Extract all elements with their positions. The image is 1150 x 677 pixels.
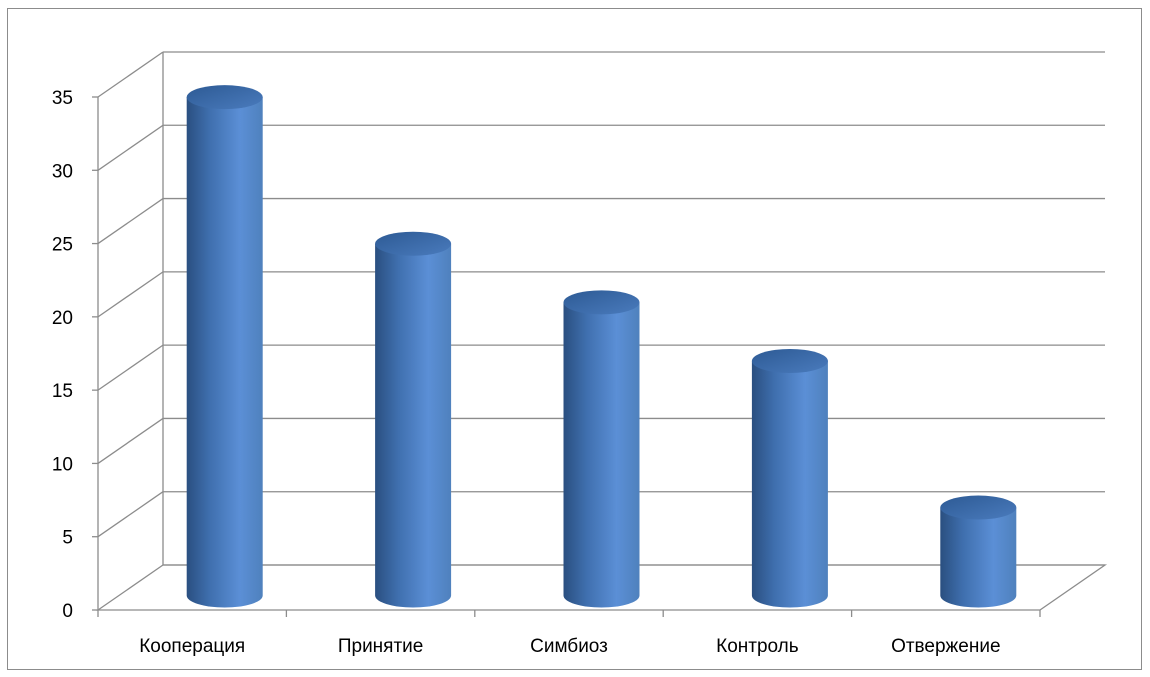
bar bbox=[563, 290, 640, 608]
axes bbox=[92, 52, 1108, 617]
bars bbox=[186, 85, 1017, 608]
x-category-label: Принятие bbox=[338, 636, 424, 657]
gridline-side bbox=[97, 344, 164, 391]
x-tick-labels: Кооперация Принятие Симбиоз Контроль Отверже… bbox=[139, 636, 1000, 657]
y-tick-label: 15 bbox=[52, 381, 73, 402]
gridline-side bbox=[97, 51, 164, 98]
x-category-label: Симбиоз bbox=[530, 636, 608, 657]
bar-body bbox=[186, 97, 263, 608]
bar-top bbox=[186, 85, 263, 110]
bar-body bbox=[940, 507, 1017, 608]
bar-body bbox=[375, 243, 452, 608]
gridline-side bbox=[97, 417, 164, 464]
floor bbox=[95, 564, 1108, 611]
y-tick-label: 25 bbox=[52, 235, 73, 256]
bar-body bbox=[751, 360, 828, 608]
y-tick-labels: 0 5 10 15 20 25 30 35 bbox=[52, 88, 73, 622]
bar bbox=[375, 231, 452, 608]
gridline-side bbox=[97, 491, 164, 538]
bar-top bbox=[751, 348, 828, 373]
bar bbox=[186, 85, 263, 608]
bar bbox=[751, 348, 828, 608]
x-category-label: Отвержение bbox=[891, 636, 1000, 657]
bar-top bbox=[940, 495, 1017, 520]
bar bbox=[940, 495, 1017, 608]
x-category-label: Контроль bbox=[716, 636, 799, 657]
bar-top bbox=[563, 290, 640, 315]
bar-body bbox=[563, 302, 640, 608]
y-tick-label: 10 bbox=[52, 454, 73, 475]
y-tick-label: 0 bbox=[62, 601, 73, 622]
bar-top bbox=[375, 231, 452, 256]
gridline-side bbox=[97, 271, 164, 318]
x-category-label: Кооперация bbox=[139, 636, 245, 657]
y-tick-label: 30 bbox=[52, 161, 73, 182]
y-tick-label: 20 bbox=[52, 308, 73, 329]
y-tick-label: 35 bbox=[52, 88, 73, 109]
gridline-side bbox=[97, 124, 164, 171]
y-tick-label: 5 bbox=[62, 528, 73, 549]
gridline-side bbox=[97, 198, 164, 245]
